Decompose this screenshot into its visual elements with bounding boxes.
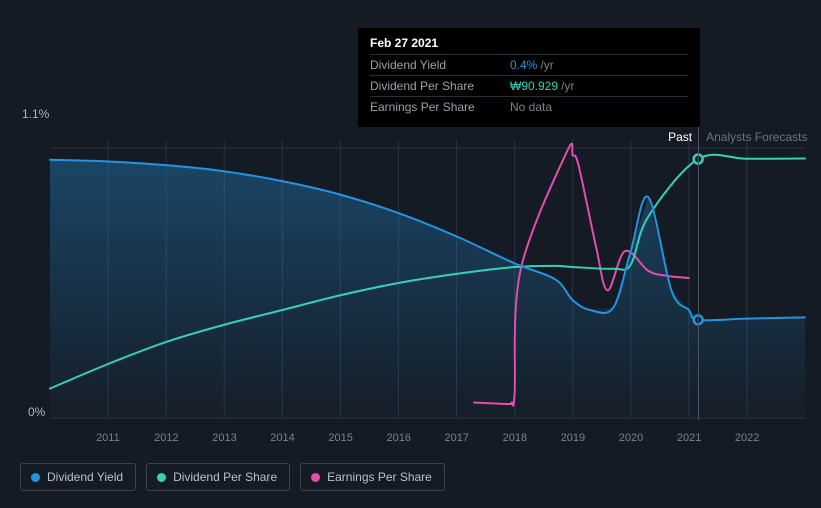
tooltip-value: 0.4% — [510, 58, 537, 72]
tooltip-unit: /yr — [540, 58, 553, 72]
x-axis-year: 2018 — [503, 432, 527, 444]
x-axis-year: 2022 — [735, 432, 759, 444]
legend-dot-icon — [157, 473, 166, 482]
chart-legend: Dividend Yield Dividend Per Share Earnings… — [20, 463, 445, 491]
tooltip-row: Earnings Per ShareNo data — [370, 96, 688, 117]
tooltip-key: Earnings Per Share — [370, 100, 510, 114]
legend-label: Dividend Per Share — [173, 470, 277, 484]
x-axis-year: 2015 — [328, 432, 352, 444]
region-label-forecast: Analysts Forecasts — [706, 130, 807, 144]
x-axis-year: 2012 — [154, 432, 178, 444]
tooltip-key: Dividend Per Share — [370, 79, 510, 93]
tooltip-value: No data — [510, 100, 552, 114]
x-axis-year: 2013 — [212, 432, 236, 444]
legend-dot-icon — [31, 473, 40, 482]
y-axis-min-label: 0% — [28, 405, 45, 419]
legend-label: Earnings Per Share — [327, 470, 432, 484]
tooltip-date: Feb 27 2021 — [370, 36, 688, 50]
x-axis-year: 2017 — [445, 432, 469, 444]
region-label-past: Past — [668, 130, 692, 144]
legend-dot-icon — [311, 473, 320, 482]
tooltip-row: Dividend Per Share₩90.929/yr — [370, 75, 688, 96]
legend-label: Dividend Yield — [47, 470, 123, 484]
tooltip-key: Dividend Yield — [370, 58, 510, 72]
legend-dividend-yield[interactable]: Dividend Yield — [20, 463, 136, 491]
plot-area[interactable] — [50, 148, 805, 418]
hover-tooltip: Feb 27 2021 Dividend Yield0.4%/yrDividen… — [358, 28, 700, 127]
x-axis-year: 2021 — [677, 432, 701, 444]
x-axis-year: 2019 — [561, 432, 585, 444]
legend-earnings-per-share[interactable]: Earnings Per Share — [300, 463, 445, 491]
y-axis-max-label: 1.1% — [22, 107, 49, 121]
legend-dividend-per-share[interactable]: Dividend Per Share — [146, 463, 290, 491]
x-axis-year: 2020 — [619, 432, 643, 444]
x-axis-year: 2014 — [270, 432, 294, 444]
tooltip-value: ₩90.929 — [510, 79, 558, 93]
x-axis-year: 2016 — [386, 432, 410, 444]
tooltip-row: Dividend Yield0.4%/yr — [370, 54, 688, 75]
tooltip-unit: /yr — [561, 79, 574, 93]
x-axis-year: 2011 — [96, 432, 120, 444]
crosshair-line — [698, 95, 699, 420]
dividend-chart: 1.1% 0% 2011 2012 2013 2014 2015 2016 2017 2018… — [0, 0, 821, 508]
